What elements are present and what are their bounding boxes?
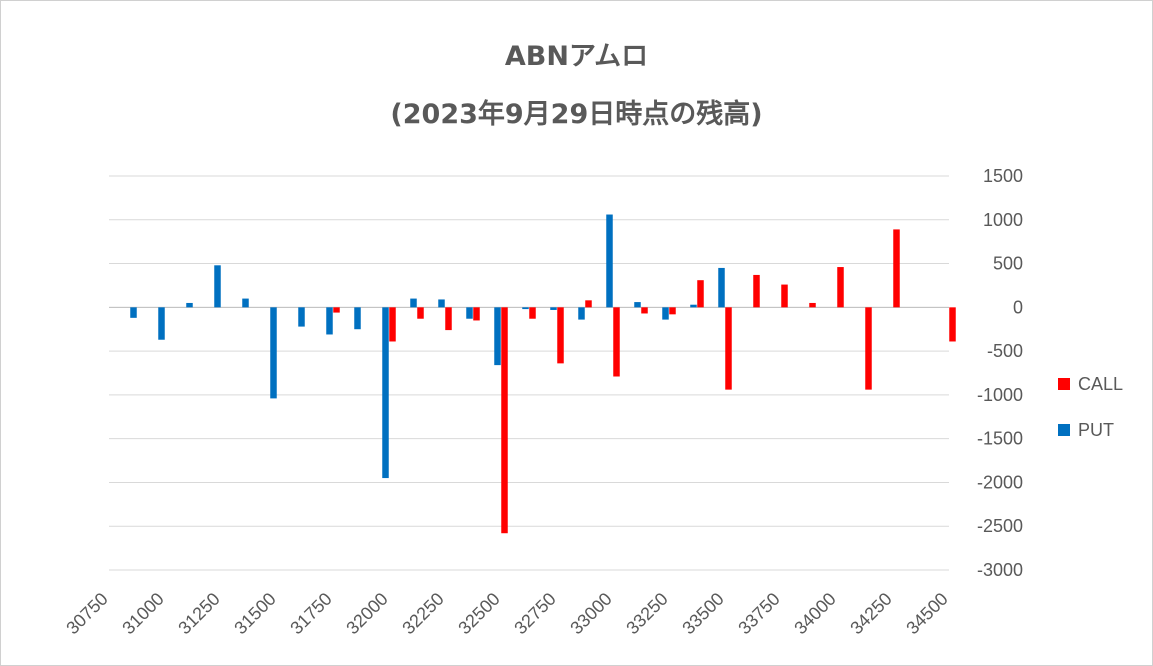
bar-put (606, 214, 613, 308)
x-tick-label: 30750 (62, 589, 112, 639)
y-tick-label: 500 (993, 254, 1023, 274)
bar-put (718, 267, 725, 308)
chart-title: ABNアムロ (504, 41, 649, 72)
bar-put (270, 307, 277, 399)
bar-put (214, 265, 221, 308)
bar-call (333, 307, 340, 313)
bar-put (438, 299, 445, 308)
bar-call (389, 307, 396, 342)
bar-call (613, 307, 620, 377)
y-tick-label: 1000 (983, 210, 1023, 230)
bar-put (522, 307, 529, 310)
x-tick-label: 31000 (118, 589, 168, 639)
y-tick-label: -3000 (977, 560, 1023, 580)
x-tick-label: 33250 (622, 589, 672, 639)
bar-call (557, 307, 564, 364)
bar-put (494, 307, 501, 366)
x-tick-label: 32500 (454, 589, 504, 639)
bar-put (354, 307, 361, 330)
bar-put (130, 307, 137, 318)
y-tick-label: -1000 (977, 385, 1023, 405)
bar-call (669, 307, 676, 315)
bar-call (501, 307, 508, 534)
bar-put (662, 307, 669, 320)
bar-put (410, 298, 417, 308)
x-tick-label: 31750 (286, 589, 336, 639)
y-tick-label: 0 (1013, 297, 1023, 317)
y-tick-label: -500 (987, 341, 1023, 361)
bar-put (186, 302, 193, 308)
bar-call (949, 307, 956, 342)
bar-call (893, 229, 900, 308)
bar-call (445, 307, 452, 331)
legend-label-put: PUT (1078, 419, 1114, 440)
bar-call (529, 307, 536, 319)
bar-call (725, 307, 732, 390)
bar-call (865, 307, 872, 390)
bar-call (641, 307, 648, 314)
bar-put (634, 302, 641, 308)
bar-put (382, 307, 389, 479)
bar-call (809, 302, 816, 308)
legend-swatch-put (1058, 424, 1070, 436)
y-tick-label: -2000 (977, 472, 1023, 492)
bar-call (417, 307, 424, 319)
bar-put (326, 307, 333, 335)
x-tick-label: 31250 (174, 589, 224, 639)
legend-item-put: PUT (1058, 419, 1114, 441)
legend-swatch-call (1058, 378, 1070, 390)
bar-call (753, 274, 760, 308)
x-tick-label: 34250 (846, 589, 896, 639)
x-tick-label: 31500 (230, 589, 280, 639)
y-tick-label: 1500 (983, 166, 1023, 186)
x-tick-label: 34000 (790, 589, 840, 639)
y-tick-label: -1500 (977, 429, 1023, 449)
x-tick-label: 32000 (342, 589, 392, 639)
bar-put (158, 307, 165, 340)
chart-subtitle: (2023年9月29日時点の残高) (390, 99, 763, 130)
x-tick-label: 32750 (510, 589, 560, 639)
x-tick-label: 33750 (734, 589, 784, 639)
bar-call (585, 300, 592, 308)
x-tick-label: 33000 (566, 589, 616, 639)
bar-put (298, 307, 305, 327)
bar-call (473, 307, 480, 321)
legend-item-call: CALL (1058, 373, 1123, 395)
bar-put (550, 307, 557, 310)
x-tick-label: 34500 (902, 589, 952, 639)
bar-call (837, 267, 844, 308)
bar-put (242, 298, 249, 308)
bar-call (781, 284, 788, 308)
x-tick-label: 33500 (678, 589, 728, 639)
bar-put (690, 304, 697, 308)
bar-put (466, 307, 473, 319)
y-tick-label: -2500 (977, 516, 1023, 536)
bar-put (578, 307, 585, 320)
x-tick-label: 32250 (398, 589, 448, 639)
bar-call (697, 280, 704, 308)
legend-label-call: CALL (1078, 373, 1124, 394)
